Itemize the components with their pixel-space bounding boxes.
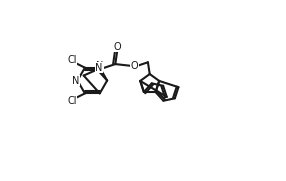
Text: Cl: Cl: [67, 96, 77, 106]
Text: N: N: [96, 61, 104, 71]
Text: O: O: [113, 42, 121, 52]
Text: N: N: [72, 75, 79, 86]
Text: N: N: [95, 63, 103, 73]
Text: Cl: Cl: [67, 55, 77, 66]
Text: O: O: [130, 61, 138, 71]
